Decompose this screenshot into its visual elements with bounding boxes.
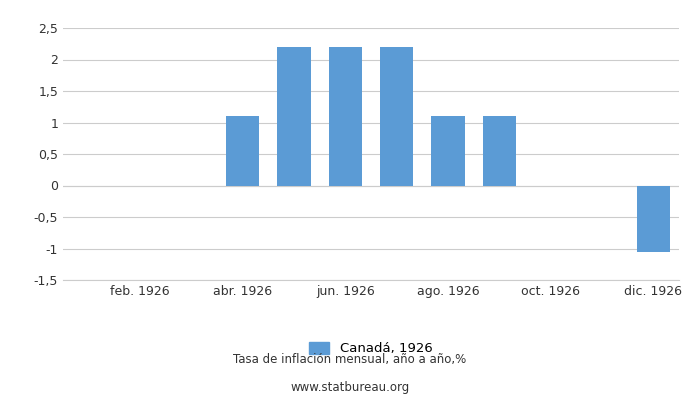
Bar (226, 116, 259, 186)
Bar (637, 186, 670, 252)
Bar (277, 47, 311, 186)
Legend: Canadá, 1926: Canadá, 1926 (309, 342, 433, 356)
Bar (380, 47, 413, 186)
Text: Tasa de inflación mensual, año a año,%: Tasa de inflación mensual, año a año,% (233, 354, 467, 366)
Bar (483, 116, 516, 186)
Text: www.statbureau.org: www.statbureau.org (290, 382, 410, 394)
Bar (431, 116, 465, 186)
Bar (329, 47, 362, 186)
